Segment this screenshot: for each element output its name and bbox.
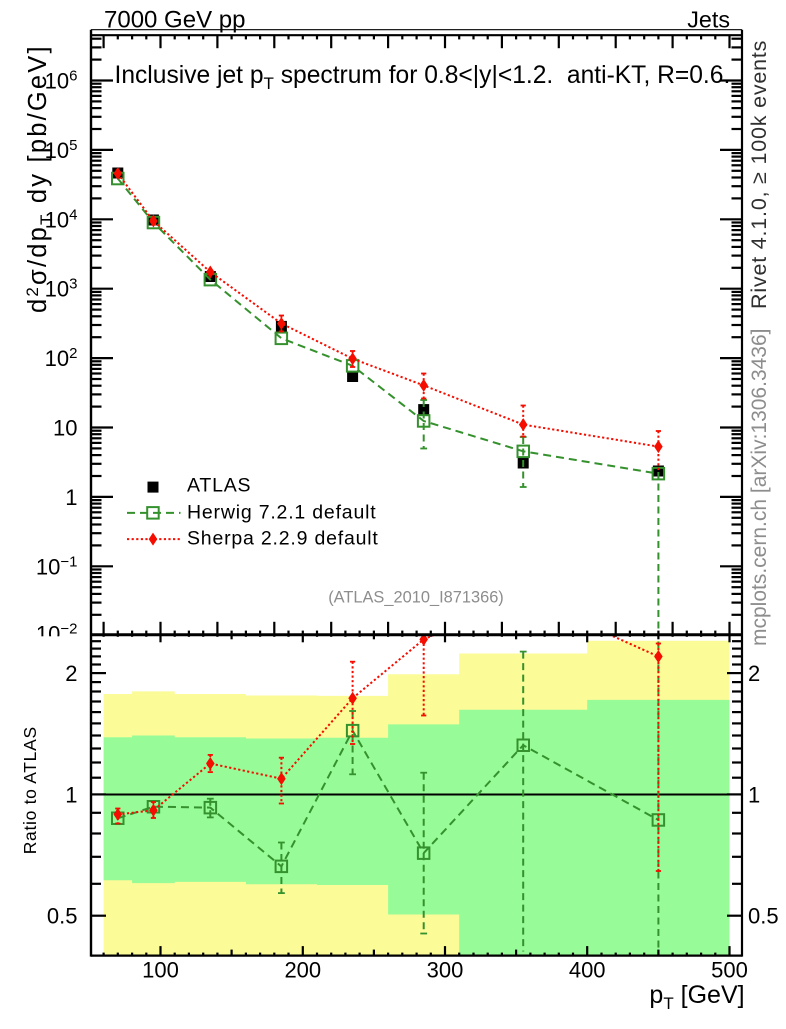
svg-text:10: 10 (53, 416, 77, 441)
svg-text:400: 400 (569, 957, 606, 982)
svg-text:500: 500 (711, 957, 748, 982)
svg-text:100: 100 (142, 957, 179, 982)
svg-text:200: 200 (284, 957, 321, 982)
svg-text:7000 GeV pp: 7000 GeV pp (104, 7, 245, 34)
svg-text:ATLAS: ATLAS (187, 475, 251, 497)
svg-text:mcplots.cern.ch [arXiv:1306.34: mcplots.cern.ch [arXiv:1306.3436] (748, 328, 771, 646)
svg-text:Jets: Jets (687, 6, 730, 32)
svg-text:2: 2 (65, 661, 77, 686)
svg-text:0.5: 0.5 (47, 904, 78, 929)
svg-text:300: 300 (427, 957, 464, 982)
svg-text:1: 1 (748, 782, 760, 807)
svg-text:1: 1 (65, 485, 77, 510)
svg-text:0.5: 0.5 (748, 904, 779, 929)
svg-text:Herwig 7.2.1 default: Herwig 7.2.1 default (187, 502, 376, 524)
svg-text:Rivet 4.1.0, ≥ 100k events: Rivet 4.1.0, ≥ 100k events (747, 40, 771, 309)
svg-text:(ATLAS_2010_I871366): (ATLAS_2010_I871366) (328, 589, 504, 607)
svg-text:Sherpa 2.2.9 default: Sherpa 2.2.9 default (187, 528, 379, 550)
svg-text:2: 2 (748, 661, 760, 686)
svg-text:d2σ/dpT dy [pb/GeV]: d2σ/dpT dy [pb/GeV] (23, 44, 56, 313)
svg-text:Ratio to ATLAS: Ratio to ATLAS (20, 726, 40, 854)
svg-text:Inclusive jet pT spectrum for: Inclusive jet pT spectrum for 0.8<|y|<1.… (115, 62, 731, 93)
svg-text:1: 1 (65, 782, 77, 807)
